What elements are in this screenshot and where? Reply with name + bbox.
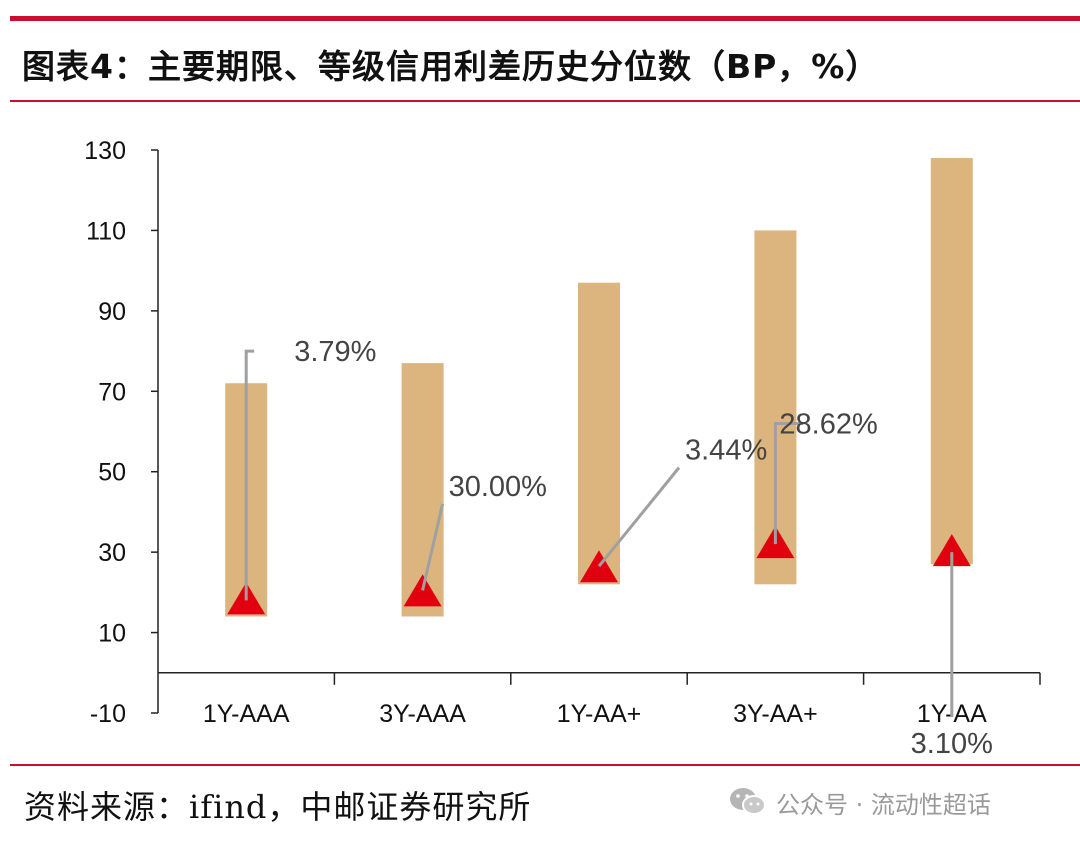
footer-divider xyxy=(10,764,1080,766)
current-value-marker xyxy=(403,574,442,607)
percentile-leader-line xyxy=(597,466,681,568)
title-divider xyxy=(10,100,1080,102)
y-tick-label: 70 xyxy=(98,378,126,406)
percentile-data-label: 3.79% xyxy=(294,336,376,368)
percentile-range-chart: 130 110 90 70 50 30 10 -10 1Y-AAA 3Y-AAA 1Y-AA+ 3Y-… xyxy=(84,137,1041,760)
category-label: 1Y-AAA xyxy=(203,700,290,728)
y-tick-label: 90 xyxy=(98,298,126,326)
range-bar xyxy=(401,363,444,617)
range-bar xyxy=(930,158,973,565)
percentile-leader-line xyxy=(773,421,804,545)
range-bar xyxy=(578,282,620,585)
y-tick-label: -10 xyxy=(90,700,126,728)
percentile-leader-line xyxy=(244,349,255,601)
percentile-data-label: 30.00% xyxy=(449,471,547,503)
category-label: 3Y-AAA xyxy=(379,700,466,728)
y-tick-label: 50 xyxy=(98,459,126,487)
percentile-data-label: 28.62% xyxy=(779,408,877,440)
figure-title: 图表4：主要期限、等级信用利差历史分位数（BP，%） xyxy=(22,47,880,86)
current-value-marker xyxy=(932,534,971,567)
y-tick-label: 110 xyxy=(86,217,126,245)
category-label: 3Y-AA+ xyxy=(733,700,818,728)
percentile-leader-line xyxy=(421,503,445,591)
y-tick-label: 130 xyxy=(84,137,126,165)
watermark-text: 公众号 · 流动性超话 xyxy=(776,790,991,819)
watermark: 公众号 · 流动性超话 xyxy=(728,785,991,819)
percentile-data-label: 3.44% xyxy=(685,435,767,467)
percentile-data-label: 3.10% xyxy=(911,728,993,760)
source-note: 资料来源：ifind，中邮证券研究所 xyxy=(24,788,532,826)
wechat-icon xyxy=(730,788,766,815)
y-tick-label: 30 xyxy=(98,539,126,567)
category-label: 1Y-AA+ xyxy=(557,700,642,728)
top-accent-rule xyxy=(10,16,1080,21)
y-tick-label: 10 xyxy=(98,620,126,648)
